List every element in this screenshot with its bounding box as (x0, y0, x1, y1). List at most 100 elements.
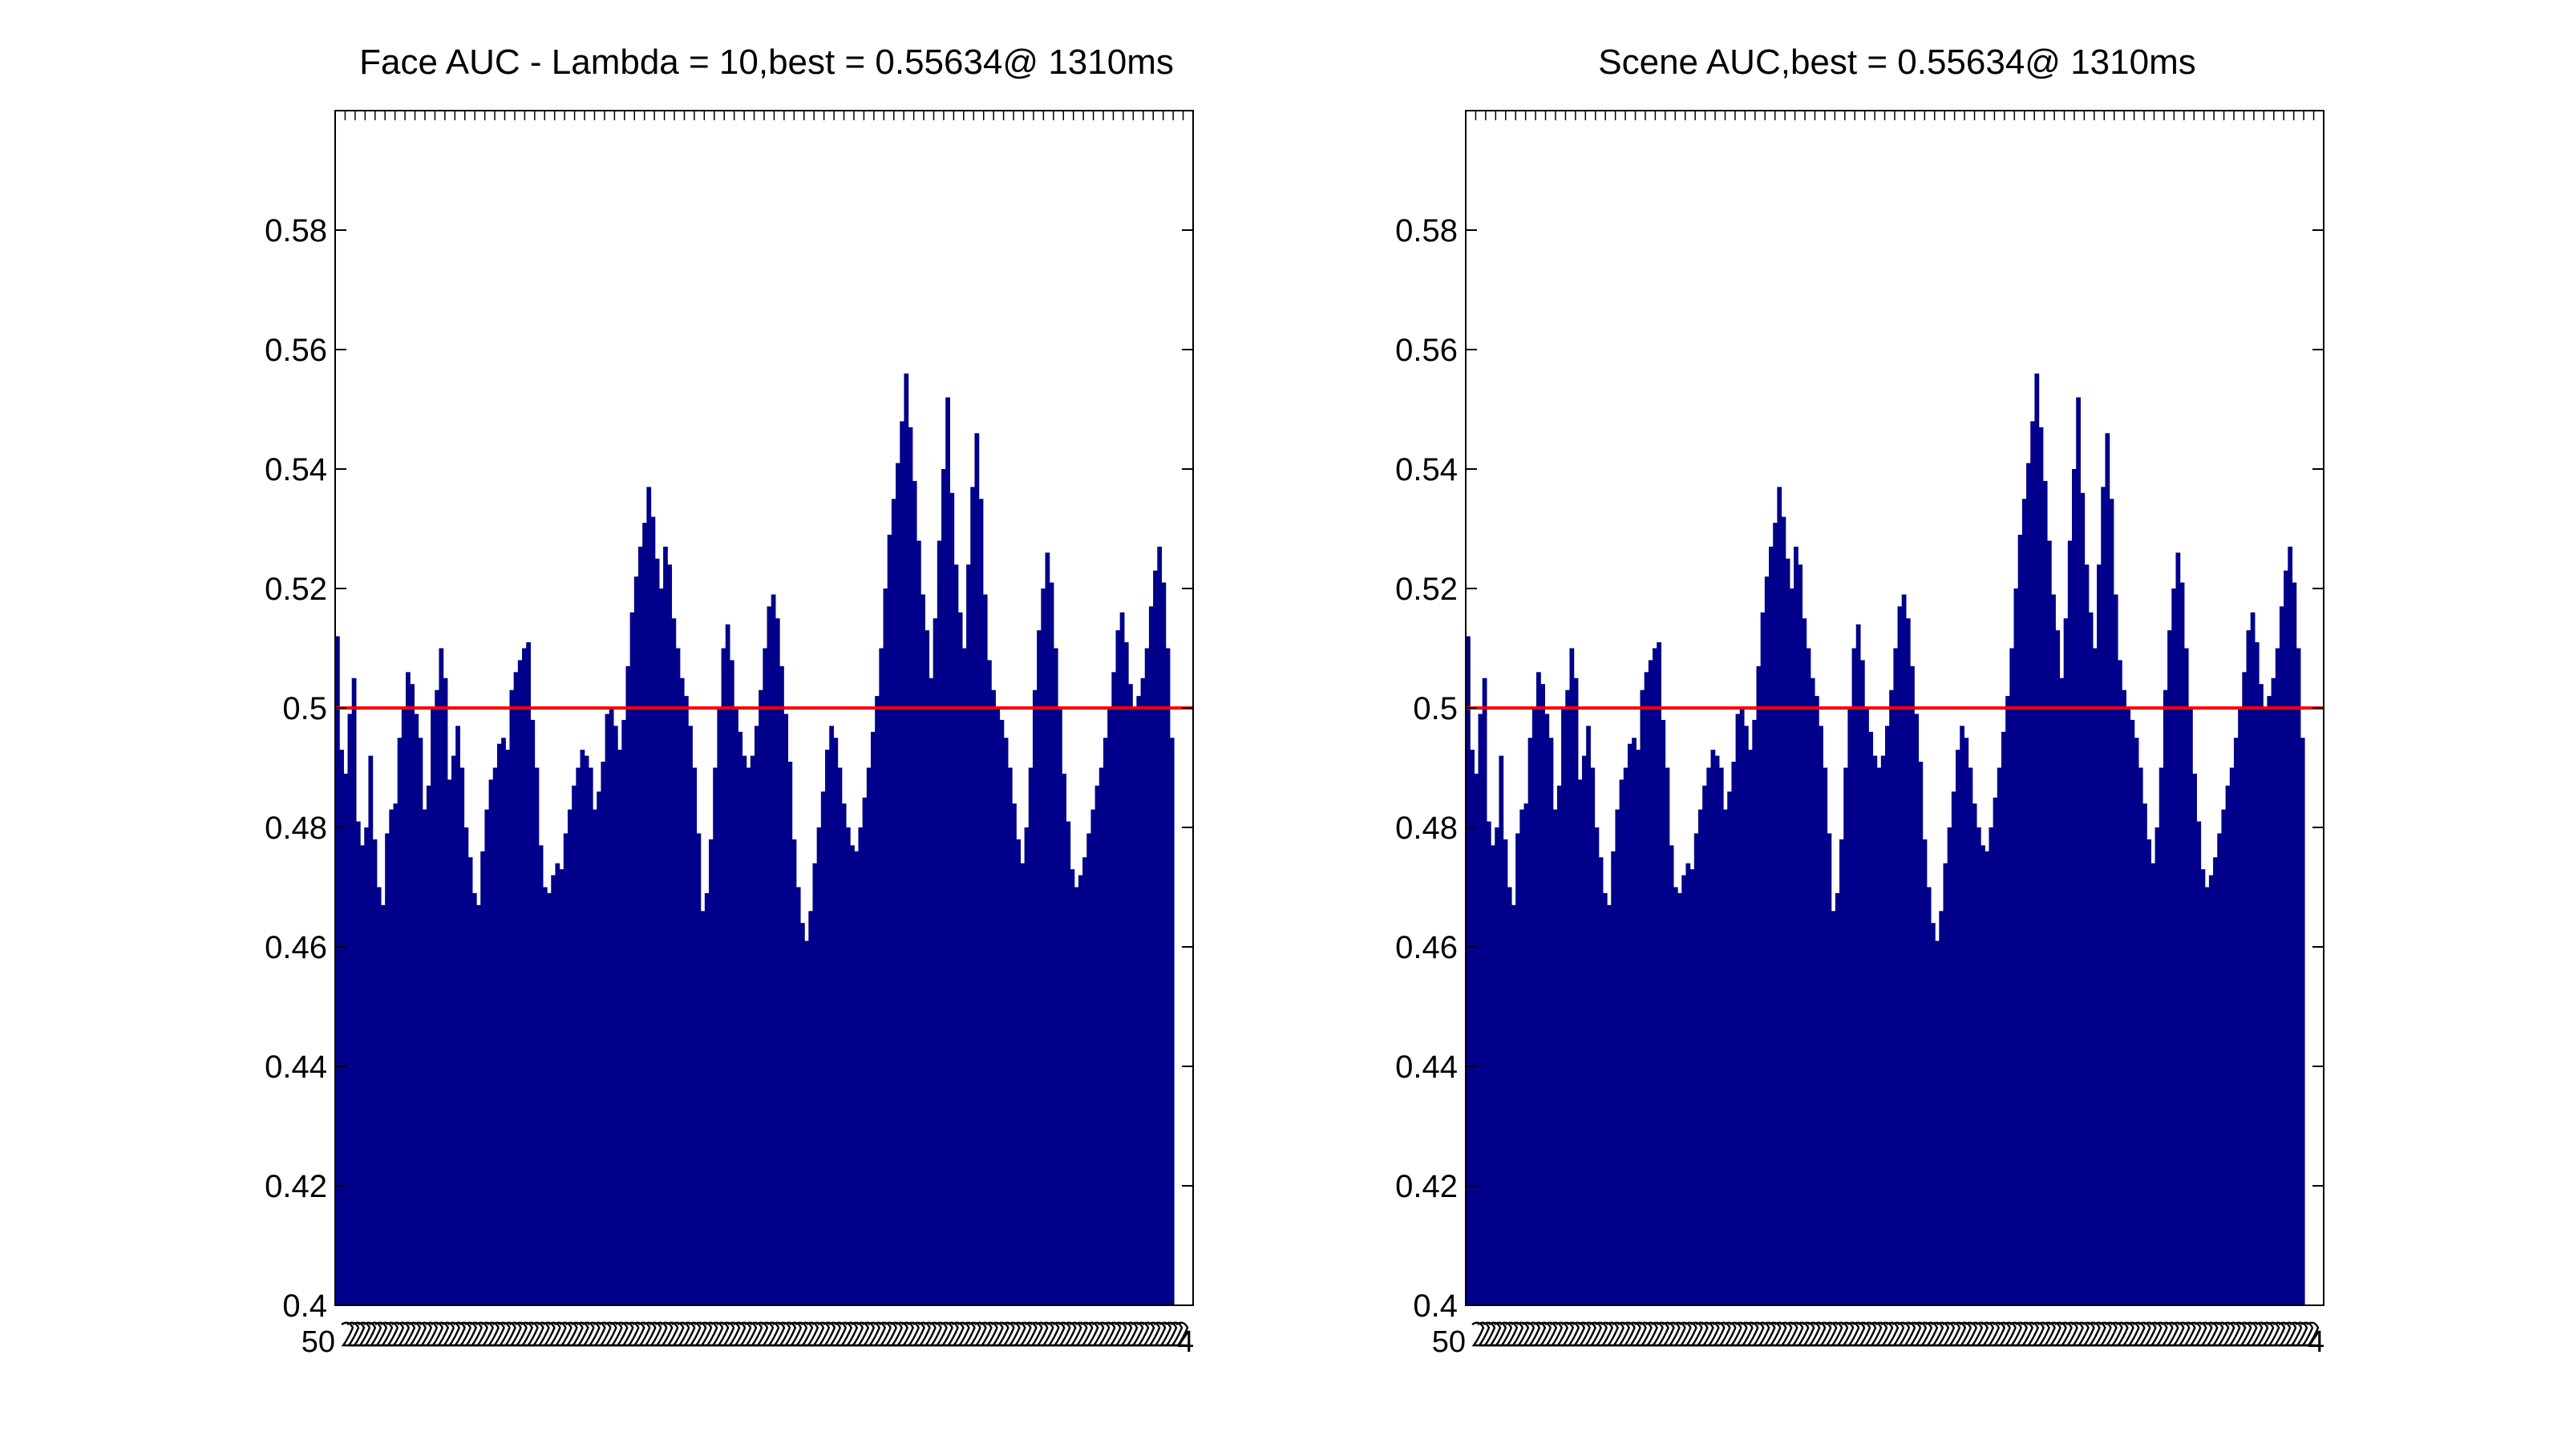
face-auc-bar (1119, 612, 1125, 1305)
scene-auc-bar (1602, 892, 1608, 1305)
face-auc-bar (1007, 767, 1013, 1305)
face-auc-bar (1148, 606, 1154, 1305)
scene-auc-bar (1819, 726, 1823, 1305)
scene-auc-bar (2042, 480, 2048, 1305)
scene-auc-bar (1495, 827, 1500, 1305)
scene-auc-bar (1673, 887, 1678, 1305)
scene-auc-bar (1930, 923, 1936, 1305)
scene-auc-bar (2080, 492, 2086, 1305)
scene-auc-bar (1885, 726, 1890, 1305)
scene-auc-bar (1644, 672, 1649, 1305)
face-auc-ytick-label: 0.42 (265, 1169, 327, 1204)
face-auc-bar (721, 648, 726, 1305)
face-auc-bar (986, 660, 992, 1305)
face-auc-bar (360, 845, 365, 1305)
scene-auc-bar (1889, 690, 1894, 1305)
scene-auc-bar (2142, 803, 2147, 1305)
scene-auc-ytick-label: 0.54 (1395, 452, 1458, 487)
scene-auc-ytick-label: 0.48 (1395, 811, 1458, 846)
scene-auc-bar (2179, 582, 2185, 1305)
scene-auc-bar (1507, 887, 1512, 1305)
face-auc-bar (1090, 809, 1096, 1305)
scene-auc-bar (2109, 499, 2114, 1305)
face-auc-bar (941, 469, 946, 1305)
scene-auc-bar (1905, 618, 1911, 1305)
face-auc-bar (709, 839, 714, 1305)
face-auc-bar (688, 726, 693, 1305)
scene-auc-bar (1511, 904, 1516, 1305)
face-auc-bar (845, 827, 851, 1305)
face-auc-bar (966, 564, 971, 1305)
face-auc-ytick-label: 0.54 (265, 452, 327, 487)
scene-auc-ytick-label: 0.4 (1413, 1288, 1458, 1324)
face-auc-bar (572, 785, 577, 1305)
face-auc-bar (787, 762, 793, 1305)
scene-auc-bar (1806, 648, 1811, 1305)
scene-auc-bar (1752, 719, 1758, 1305)
scene-auc-bar (1910, 665, 1915, 1305)
face-auc-bar (463, 827, 469, 1305)
scene-auc-bar (1619, 779, 1624, 1305)
scene-auc-ytick-label: 0.58 (1395, 213, 1458, 249)
scene-auc-bar (1689, 869, 1695, 1305)
face-auc-bar (696, 833, 702, 1305)
face-auc-ytick-label: 0.48 (265, 811, 327, 846)
face-auc-bar (563, 833, 568, 1305)
face-auc-bar (1070, 869, 1075, 1305)
scene-auc-bar (1615, 809, 1620, 1305)
face-auc-bar (679, 677, 685, 1305)
scene-auc-bar (1960, 726, 1964, 1305)
face-auc-bar (746, 767, 751, 1305)
scene-auc-bar (2292, 582, 2297, 1305)
face-auc-bar (1107, 708, 1112, 1305)
face-auc-bar (597, 791, 602, 1305)
scene-auc-bar (2101, 487, 2106, 1305)
scene-auc-bar (2296, 648, 2301, 1305)
face-auc-bar (713, 767, 718, 1305)
scene-auc-bar (1918, 762, 1924, 1305)
scene-auc-bar (1823, 767, 1828, 1305)
face-auc-bar (1003, 738, 1009, 1305)
face-auc-bar (1165, 648, 1171, 1305)
face-auc-bar (431, 708, 435, 1305)
scene-auc-bar (1552, 809, 1558, 1305)
face-auc-ytick-label: 0.5 (282, 691, 327, 726)
face-auc-bar (509, 690, 515, 1305)
scene-auc-bar (1474, 773, 1479, 1305)
scene-auc-bar (1855, 624, 1861, 1305)
face-auc-bar (929, 677, 934, 1305)
face-auc-bar (633, 576, 639, 1305)
scene-auc-bar (1669, 845, 1674, 1305)
face-auc-bar (1053, 648, 1058, 1305)
face-auc-ytick-label: 0.58 (265, 213, 327, 249)
face-auc-bar (833, 738, 839, 1305)
face-auc-bar (501, 738, 506, 1305)
scene-auc-bar (1491, 845, 1495, 1305)
face-auc-bar (908, 427, 913, 1305)
face-auc-bar (455, 726, 460, 1305)
face-auc-bar (414, 714, 419, 1305)
scene-auc-bar (1802, 618, 1807, 1305)
scene-auc-bar (2150, 863, 2156, 1305)
scene-auc-bar (1727, 791, 1733, 1305)
face-auc-bar (738, 731, 743, 1305)
scene-auc-bar (1914, 714, 1920, 1305)
scene-auc-bar (1556, 785, 1562, 1305)
face-auc-bar (775, 618, 780, 1305)
scene-auc-bar (1814, 696, 1819, 1305)
face-auc-bar (974, 433, 980, 1305)
face-auc-bar (663, 546, 668, 1305)
face-auc-bar (593, 809, 597, 1305)
face-auc-ytick-label: 0.56 (265, 333, 327, 368)
scene-auc-bar (1735, 714, 1741, 1305)
scene-auc-bar (1714, 755, 1720, 1305)
scene-auc-bar (1972, 803, 1977, 1305)
face-auc-bar (1024, 827, 1030, 1305)
scene-auc-bar (1577, 779, 1583, 1305)
face-auc-bar (467, 857, 473, 1305)
scene-auc-bar (1764, 576, 1770, 1305)
face-auc-bar (1153, 570, 1158, 1305)
face-auc-bar (945, 397, 950, 1306)
scene-auc-bar (1843, 767, 1848, 1305)
